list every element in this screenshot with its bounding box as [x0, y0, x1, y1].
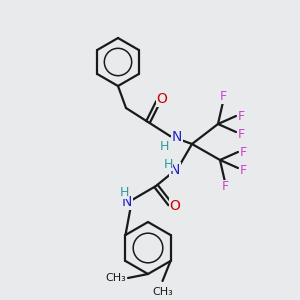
Text: N: N [169, 163, 180, 177]
Text: N: N [172, 130, 182, 144]
Text: F: F [237, 110, 244, 122]
Text: H: H [119, 185, 129, 199]
Text: CH₃: CH₃ [152, 287, 173, 297]
Text: O: O [157, 92, 167, 106]
Text: F: F [239, 146, 247, 158]
Text: F: F [221, 181, 229, 194]
Text: N: N [122, 195, 132, 209]
Text: CH₃: CH₃ [105, 273, 126, 283]
Text: O: O [169, 199, 180, 213]
Text: H: H [159, 140, 169, 152]
Text: H: H [163, 158, 173, 170]
Text: F: F [237, 128, 244, 140]
Text: F: F [239, 164, 247, 176]
Text: F: F [219, 91, 226, 103]
